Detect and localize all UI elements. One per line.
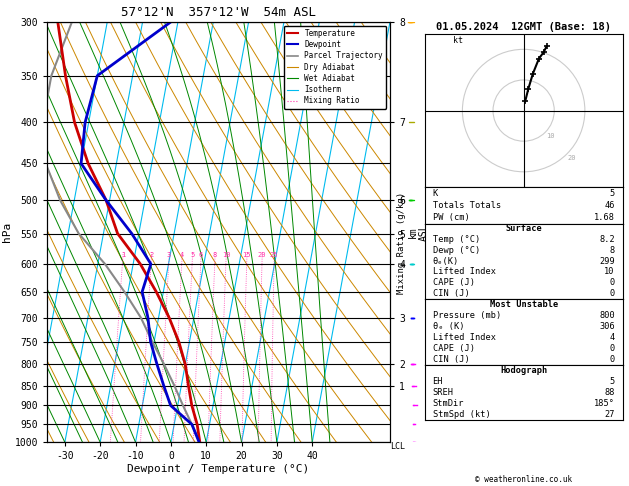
Y-axis label: hPa: hPa bbox=[2, 222, 12, 242]
Text: 46: 46 bbox=[604, 201, 615, 210]
Text: 1: 1 bbox=[121, 252, 125, 258]
Text: 1.68: 1.68 bbox=[594, 213, 615, 222]
Text: 10: 10 bbox=[222, 252, 230, 258]
Text: 2: 2 bbox=[149, 252, 153, 258]
Text: θₑ (K): θₑ (K) bbox=[433, 322, 464, 331]
Text: 27: 27 bbox=[604, 410, 615, 419]
Text: EH: EH bbox=[433, 377, 443, 386]
Text: θₑ(K): θₑ(K) bbox=[433, 257, 459, 266]
Text: LCL: LCL bbox=[390, 442, 405, 451]
Text: 10: 10 bbox=[604, 267, 615, 277]
Text: 6: 6 bbox=[199, 252, 203, 258]
Text: 8.2: 8.2 bbox=[599, 235, 615, 244]
Title: 57°12'N  357°12'W  54m ASL: 57°12'N 357°12'W 54m ASL bbox=[121, 6, 316, 19]
Text: 10: 10 bbox=[546, 133, 554, 139]
Text: 4: 4 bbox=[180, 252, 184, 258]
Text: 5: 5 bbox=[190, 252, 194, 258]
Text: 5: 5 bbox=[610, 377, 615, 386]
Text: 8: 8 bbox=[610, 246, 615, 255]
Text: 0: 0 bbox=[610, 354, 615, 364]
Text: kt: kt bbox=[454, 36, 463, 45]
Text: Temp (°C): Temp (°C) bbox=[433, 235, 480, 244]
Text: K: K bbox=[433, 189, 438, 198]
Text: 3: 3 bbox=[167, 252, 171, 258]
Text: Lifted Index: Lifted Index bbox=[433, 332, 496, 342]
Text: CAPE (J): CAPE (J) bbox=[433, 278, 474, 287]
Legend: Temperature, Dewpoint, Parcel Trajectory, Dry Adiabat, Wet Adiabat, Isotherm, Mi: Temperature, Dewpoint, Parcel Trajectory… bbox=[284, 26, 386, 108]
Text: 88: 88 bbox=[604, 388, 615, 397]
X-axis label: Dewpoint / Temperature (°C): Dewpoint / Temperature (°C) bbox=[128, 464, 309, 474]
Text: PW (cm): PW (cm) bbox=[433, 213, 469, 222]
Text: 8: 8 bbox=[213, 252, 217, 258]
Text: 800: 800 bbox=[599, 311, 615, 320]
Text: Most Unstable: Most Unstable bbox=[489, 300, 558, 309]
Text: CIN (J): CIN (J) bbox=[433, 354, 469, 364]
Text: Pressure (mb): Pressure (mb) bbox=[433, 311, 501, 320]
Text: 5: 5 bbox=[610, 189, 615, 198]
Text: CIN (J): CIN (J) bbox=[433, 289, 469, 298]
Text: 299: 299 bbox=[599, 257, 615, 266]
Text: 01.05.2024  12GMT (Base: 18): 01.05.2024 12GMT (Base: 18) bbox=[436, 22, 611, 32]
Text: 20: 20 bbox=[258, 252, 266, 258]
Text: Surface: Surface bbox=[505, 225, 542, 233]
Y-axis label: km
ASL: km ASL bbox=[408, 223, 429, 241]
Text: 15: 15 bbox=[243, 252, 251, 258]
Text: CAPE (J): CAPE (J) bbox=[433, 344, 474, 353]
Text: 4: 4 bbox=[610, 332, 615, 342]
Text: Lifted Index: Lifted Index bbox=[433, 267, 496, 277]
Text: 306: 306 bbox=[599, 322, 615, 331]
Text: Totals Totals: Totals Totals bbox=[433, 201, 501, 210]
Text: StmDir: StmDir bbox=[433, 399, 464, 408]
Text: © weatheronline.co.uk: © weatheronline.co.uk bbox=[475, 474, 572, 484]
Text: 20: 20 bbox=[568, 155, 576, 161]
Text: Hodograph: Hodograph bbox=[500, 365, 547, 375]
Text: StmSpd (kt): StmSpd (kt) bbox=[433, 410, 490, 419]
Text: 0: 0 bbox=[610, 289, 615, 298]
Text: 25: 25 bbox=[270, 252, 279, 258]
Text: 0: 0 bbox=[610, 278, 615, 287]
Text: SREH: SREH bbox=[433, 388, 454, 397]
Text: Dewp (°C): Dewp (°C) bbox=[433, 246, 480, 255]
Text: 185°: 185° bbox=[594, 399, 615, 408]
Text: Mixing Ratio (g/kg): Mixing Ratio (g/kg) bbox=[397, 192, 406, 294]
Text: 0: 0 bbox=[610, 344, 615, 353]
